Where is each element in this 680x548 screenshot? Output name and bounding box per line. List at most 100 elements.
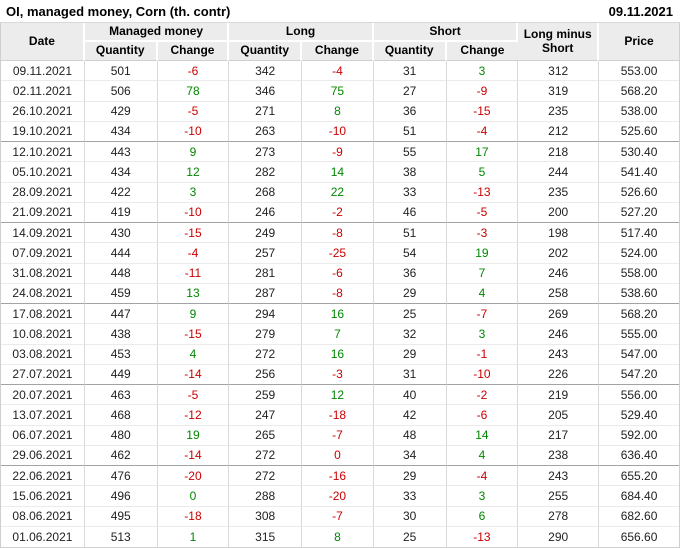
date-cell: 09.11.2021 (1, 61, 85, 82)
date-cell: 07.09.2021 (1, 243, 85, 264)
short-quantity-cell: 48 (373, 425, 447, 446)
short-quantity-cell: 25 (374, 526, 447, 547)
long-change-cell: -6 (302, 263, 374, 284)
long-quantity-cell: 246 (229, 202, 303, 223)
price-cell: 655.20 (599, 466, 679, 487)
long-quantity-cell: 272 (229, 466, 303, 487)
short-quantity-cell: 42 (373, 405, 447, 426)
short-change-cell: 17 (446, 142, 519, 163)
mm-quantity-cell: 444 (84, 243, 158, 264)
short-quantity-cell: 27 (373, 81, 447, 102)
mm-change-cell: -6 (157, 61, 230, 82)
long-quantity-cell: 249 (229, 223, 303, 244)
short-quantity-cell: 55 (373, 142, 447, 163)
subheader-mm-quantity: Quantity (84, 42, 158, 61)
short-change-cell: -1 (446, 344, 519, 365)
mm-quantity-cell: 476 (84, 466, 158, 487)
table-row: 07.09.2021 444 -4 257 -25 54 19 202 524.00 (1, 243, 679, 264)
date-cell: 17.08.2021 (1, 304, 85, 325)
subheader-long-quantity: Quantity (229, 42, 303, 61)
short-change-cell: -10 (446, 364, 519, 385)
short-change-cell: -4 (446, 466, 519, 487)
date-cell: 27.07.2021 (1, 364, 85, 385)
date-cell: 29.06.2021 (1, 445, 85, 466)
short-quantity-cell: 29 (373, 466, 447, 487)
table-row: 10.08.2021 438 -15 279 7 32 3 246 555.00 (1, 324, 679, 345)
mm-quantity-cell: 480 (84, 425, 158, 446)
mm-quantity-cell: 419 (84, 202, 158, 223)
price-cell: 555.00 (599, 324, 679, 345)
long-change-cell: -18 (302, 405, 374, 426)
mm-change-cell: -5 (157, 385, 230, 406)
mm-change-cell: -15 (157, 223, 230, 244)
mm-quantity-cell: 495 (84, 506, 158, 527)
long-change-cell: 16 (302, 344, 374, 365)
title-bar: OI, managed money, Corn (th. contr) 09.1… (0, 0, 680, 22)
long-change-cell: 14 (302, 162, 374, 183)
long-quantity-cell: 281 (229, 263, 303, 284)
long-change-cell: 8 (302, 526, 374, 547)
table-row: 21.09.2021 419 -10 246 -2 46 -5 200 527.20 (1, 202, 679, 223)
subheader-short-change: Change (446, 42, 519, 61)
price-cell: 547.00 (599, 345, 679, 365)
mm-change-cell: 13 (157, 283, 230, 304)
long-change-cell: -25 (302, 243, 374, 264)
mm-quantity-cell: 443 (84, 142, 158, 163)
short-change-cell: 4 (446, 283, 519, 304)
mm-quantity-cell: 496 (84, 486, 158, 507)
mm-change-cell: 19 (157, 425, 230, 446)
date-cell: 13.07.2021 (1, 405, 85, 426)
long-change-cell: 75 (302, 81, 374, 102)
short-quantity-cell: 40 (373, 385, 447, 406)
long-minus-short-cell: 244 (518, 162, 600, 183)
long-change-cell: -3 (302, 364, 374, 385)
mm-quantity-cell: 429 (84, 101, 158, 122)
table-row: 12.10.2021 443 9 273 -9 55 17 218 530.40 (1, 142, 679, 163)
short-change-cell: 5 (446, 162, 519, 183)
mm-change-cell: 9 (157, 142, 230, 163)
table-row: 31.08.2021 448 -11 281 -6 36 7 246 558.00 (1, 263, 679, 284)
long-quantity-cell: 257 (229, 243, 303, 264)
date-cell: 20.07.2021 (1, 385, 85, 406)
long-change-cell: 22 (302, 182, 374, 203)
price-cell: 538.00 (599, 102, 679, 122)
mm-change-cell: -11 (157, 263, 230, 284)
long-change-cell: -10 (302, 121, 374, 142)
long-quantity-cell: 288 (229, 486, 303, 507)
long-minus-short-cell: 238 (518, 445, 600, 466)
long-quantity-cell: 271 (229, 101, 303, 122)
table-row: 01.06.2021 513 1 315 8 25 -13 290 656.60 (1, 526, 679, 547)
date-cell: 26.10.2021 (1, 101, 85, 122)
date-cell: 03.08.2021 (1, 344, 85, 365)
mm-change-cell: -10 (157, 202, 230, 223)
short-quantity-cell: 29 (373, 283, 447, 304)
mm-change-cell: -14 (157, 364, 230, 385)
price-cell: 530.40 (599, 142, 679, 163)
short-quantity-cell: 36 (373, 263, 447, 284)
date-cell: 02.11.2021 (1, 81, 85, 102)
price-cell: 526.60 (599, 183, 679, 203)
short-change-cell: 14 (446, 425, 519, 446)
long-minus-short-cell: 235 (518, 101, 600, 122)
short-change-cell: -2 (446, 385, 519, 406)
date-cell: 22.06.2021 (1, 466, 85, 487)
long-minus-short-cell: 217 (518, 425, 600, 446)
long-minus-short-cell: 226 (518, 364, 600, 385)
short-quantity-cell: 33 (373, 486, 447, 507)
mm-quantity-cell: 448 (84, 263, 158, 284)
table-row: 09.11.2021 501 -6 342 -4 31 3 312 553.00 (1, 61, 679, 82)
date-cell: 10.08.2021 (1, 324, 85, 345)
long-quantity-cell: 346 (229, 81, 303, 102)
long-minus-short-cell: 219 (518, 385, 600, 406)
mm-change-cell: 9 (157, 304, 230, 325)
table-row: 28.09.2021 422 3 268 22 33 -13 235 526.60 (1, 182, 679, 203)
long-change-cell: 16 (302, 304, 374, 325)
col-header-long: Long (229, 23, 374, 42)
short-change-cell: -6 (446, 405, 519, 426)
mm-change-cell: -10 (157, 121, 230, 142)
long-change-cell: -8 (302, 283, 374, 304)
long-quantity-cell: 272 (229, 344, 303, 365)
long-quantity-cell: 282 (229, 162, 303, 183)
short-change-cell: -13 (447, 526, 519, 547)
